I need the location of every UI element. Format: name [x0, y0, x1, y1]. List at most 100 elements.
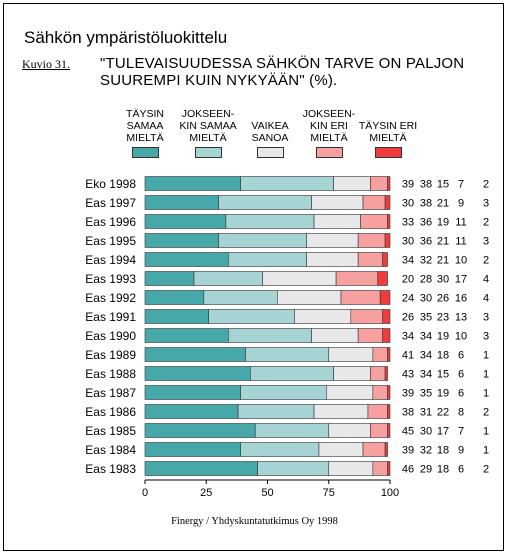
- data-label: 10: [455, 331, 467, 343]
- data-label: 19: [437, 388, 449, 400]
- data-label: 34: [420, 331, 432, 343]
- bar-segment: [240, 442, 320, 457]
- data-label: 30: [402, 198, 414, 210]
- data-label: 2: [483, 217, 489, 229]
- data-label: 1: [483, 369, 489, 381]
- bar-segment: [357, 233, 386, 248]
- data-label: 38: [420, 198, 432, 210]
- legend-swatch: [194, 147, 222, 158]
- data-label: 34: [402, 331, 414, 343]
- bar-segment: [377, 271, 388, 286]
- category-label: Eas 1996: [85, 215, 136, 229]
- data-label: 2: [483, 464, 489, 476]
- x-tick-label: 25: [200, 487, 212, 499]
- category-label: Eas 1992: [85, 291, 136, 305]
- x-tick-label: 100: [381, 487, 399, 499]
- bar-segment: [144, 461, 258, 476]
- legend-label: TÄYSIN SAMAA MIELTÄ: [126, 108, 164, 144]
- data-label: 24: [402, 293, 414, 305]
- data-label: 35: [420, 388, 432, 400]
- x-tick-label: 75: [323, 487, 335, 499]
- data-label: 21: [437, 236, 449, 248]
- bar-segment: [144, 271, 195, 286]
- data-label: 45: [402, 426, 414, 438]
- data-label: 1: [483, 388, 489, 400]
- data-label: 41: [402, 350, 414, 362]
- bar-segment: [384, 233, 391, 248]
- data-label: 10: [455, 255, 467, 267]
- bar-segment: [387, 385, 391, 400]
- data-label: 26: [437, 293, 449, 305]
- bar-segment: [208, 309, 295, 324]
- bar-segment: [144, 309, 210, 324]
- bar-segment: [144, 233, 219, 248]
- source-note: Finergy / Yhdyskuntatutkimus Oy 1998: [171, 516, 338, 527]
- bar-segment: [144, 347, 246, 362]
- data-label: 21: [437, 198, 449, 210]
- data-label: 30: [420, 426, 432, 438]
- bar-segment: [240, 385, 327, 400]
- data-label: 22: [437, 407, 449, 419]
- data-label: 39: [402, 388, 414, 400]
- data-label: 2: [483, 179, 489, 191]
- data-label: 16: [455, 293, 467, 305]
- data-label: 6: [458, 388, 464, 400]
- data-label: 35: [420, 312, 432, 324]
- data-label: 3: [483, 236, 489, 248]
- bar-segment: [276, 290, 342, 305]
- bar-segment: [144, 442, 241, 457]
- category-label: Eas 1985: [85, 424, 136, 438]
- bar-segment: [379, 290, 391, 305]
- bar-segment: [257, 461, 330, 476]
- data-label: 4: [483, 293, 489, 305]
- bar-segment: [306, 233, 359, 248]
- data-label: 3: [483, 331, 489, 343]
- data-label: 38: [402, 407, 414, 419]
- legend-item-taysin-eri: TÄYSIN ERI MIELTÄ: [355, 106, 421, 158]
- bar-segment: [372, 385, 388, 400]
- data-label: 13: [455, 312, 467, 324]
- legend-swatch: [315, 147, 343, 158]
- category-label: Eas 1994: [85, 253, 136, 267]
- data-label: 19: [437, 217, 449, 229]
- bar-segment: [144, 252, 229, 267]
- bar-segment: [387, 347, 391, 362]
- bar-segment: [193, 271, 263, 286]
- category-label: Eas 1983: [85, 462, 136, 476]
- bar-segment: [328, 461, 374, 476]
- bar-segment: [306, 252, 359, 267]
- bar-segment: [218, 195, 312, 210]
- bar-segment: [387, 423, 391, 438]
- bar-segment: [382, 328, 391, 343]
- legend-label: JOKSEEN-KIN ERI MIELTÄ: [302, 108, 356, 144]
- data-label: 32: [420, 255, 432, 267]
- bar-segment: [328, 347, 374, 362]
- bar-segment: [382, 309, 391, 324]
- data-label: 38: [420, 179, 432, 191]
- legend-item-vaikea-sanoa: VAIKEA SANOA: [237, 106, 303, 158]
- data-label: 32: [420, 445, 432, 457]
- data-label: 7: [458, 179, 464, 191]
- bar-segment: [387, 176, 391, 191]
- data-label: 20: [402, 274, 414, 286]
- legend-item-jokseenkin-samaa: JOKSEEN-KIN SAMAA MIELTÄ: [175, 106, 241, 158]
- bar-segment: [382, 252, 388, 267]
- data-label: 1: [483, 350, 489, 362]
- bar-segment: [245, 347, 330, 362]
- category-label: Eas 1990: [85, 329, 136, 343]
- bar-segment: [254, 423, 330, 438]
- bar-segment: [144, 176, 241, 191]
- bar-segment: [362, 442, 386, 457]
- bar-segment: [372, 347, 388, 362]
- data-label: 15: [437, 369, 449, 381]
- data-label: 2: [483, 255, 489, 267]
- data-label: 34: [420, 350, 432, 362]
- data-label: 9: [458, 445, 464, 457]
- legend-item-jokseenkin-eri: JOKSEEN-KIN ERI MIELTÄ: [296, 106, 362, 158]
- category-label: Eas 1993: [85, 272, 136, 286]
- bar-segment: [228, 328, 312, 343]
- category-label: Eas 1988: [85, 367, 136, 381]
- bar-segment: [144, 195, 219, 210]
- bar-segment: [144, 290, 205, 305]
